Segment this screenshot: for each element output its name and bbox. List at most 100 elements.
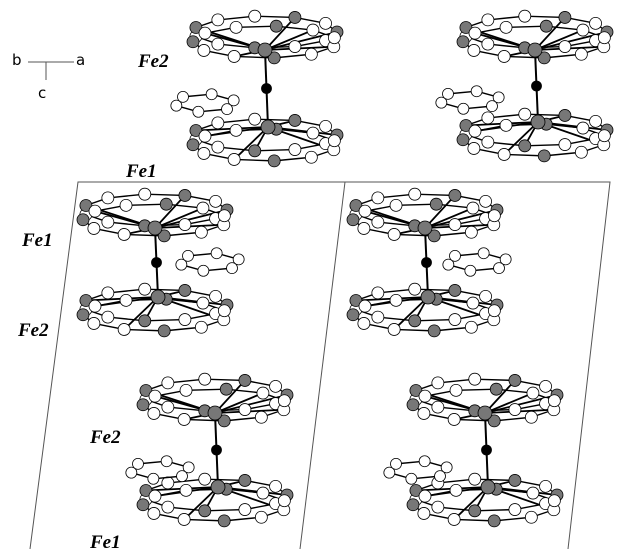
- atom: [328, 135, 340, 147]
- atom: [372, 311, 384, 323]
- atom: [212, 141, 224, 153]
- atom: [261, 120, 275, 134]
- atom: [432, 401, 444, 413]
- molecules: [77, 10, 613, 527]
- atom: [540, 380, 552, 392]
- atom: [137, 399, 149, 411]
- atom: [372, 216, 384, 228]
- atom: [358, 222, 370, 234]
- atom: [390, 294, 402, 306]
- atom: [590, 17, 602, 29]
- atom: [465, 226, 477, 238]
- atom: [540, 480, 552, 492]
- atom: [198, 44, 210, 56]
- atom: [419, 456, 430, 467]
- atom: [559, 11, 571, 23]
- atom: [187, 139, 199, 151]
- atom: [494, 263, 505, 274]
- atom-label: Fe1: [125, 161, 157, 182]
- atom: [527, 487, 539, 499]
- atom: [102, 216, 114, 228]
- atom: [222, 104, 233, 115]
- atom: [390, 458, 401, 469]
- atom: [559, 41, 571, 53]
- atom: [255, 511, 267, 523]
- atom: [469, 373, 481, 385]
- atom: [178, 413, 190, 425]
- atom: [197, 297, 209, 309]
- atom: [148, 507, 160, 519]
- atom: [257, 387, 269, 399]
- atom: [307, 127, 319, 139]
- atom: [449, 250, 460, 261]
- atom: [548, 495, 560, 507]
- atom: [137, 499, 149, 511]
- atom: [249, 145, 261, 157]
- atom: [249, 113, 261, 125]
- atom: [270, 380, 282, 392]
- atom: [469, 125, 481, 137]
- axis-indicator: [28, 62, 74, 80]
- atom: [430, 198, 442, 210]
- atom: [180, 484, 192, 496]
- atom: [118, 323, 130, 335]
- atom: [195, 321, 207, 333]
- atom: [468, 142, 480, 154]
- atom: [482, 112, 494, 124]
- atom: [320, 17, 332, 29]
- atom: [590, 115, 602, 127]
- atom: [577, 24, 589, 36]
- atom: [471, 86, 482, 97]
- atom: [199, 505, 211, 517]
- atom: [77, 214, 89, 226]
- atom: [575, 146, 587, 158]
- atom: [307, 24, 319, 36]
- atom-label: Fe2: [137, 51, 169, 72]
- atom: [278, 395, 290, 407]
- atom: [419, 490, 431, 502]
- atom: [180, 384, 192, 396]
- atom: [212, 38, 224, 50]
- atom: [540, 20, 552, 32]
- atom: [469, 505, 481, 517]
- atom: [258, 43, 272, 57]
- atom: [482, 445, 492, 455]
- atom: [500, 119, 512, 131]
- atom: [211, 480, 225, 494]
- atom: [305, 151, 317, 163]
- atom: [270, 20, 282, 32]
- atom: [488, 210, 500, 222]
- atom: [198, 265, 209, 276]
- atom: [239, 504, 251, 516]
- atom: [407, 499, 419, 511]
- atom: [482, 136, 494, 148]
- atom: [418, 221, 432, 235]
- atom: [598, 130, 610, 142]
- atom: [498, 148, 510, 160]
- atom: [598, 32, 610, 44]
- atom: [500, 21, 512, 33]
- atom: [509, 374, 521, 386]
- atom: [212, 445, 222, 455]
- atom: [527, 387, 539, 399]
- atom: [148, 407, 160, 419]
- atom: [388, 323, 400, 335]
- atom: [268, 155, 280, 167]
- atom: [132, 458, 143, 469]
- atom: [199, 373, 211, 385]
- atom: [421, 290, 435, 304]
- atom: [457, 134, 469, 146]
- atom: [77, 309, 89, 321]
- atom: [347, 309, 359, 321]
- atom: [228, 153, 240, 165]
- atom: [187, 36, 199, 48]
- atom: [239, 374, 251, 386]
- axis-label: a: [76, 51, 85, 69]
- atom: [139, 315, 151, 327]
- atom: [220, 383, 232, 395]
- atom: [457, 36, 469, 48]
- atom: [458, 103, 469, 114]
- atom: [162, 401, 174, 413]
- atom: [449, 219, 461, 231]
- atom: [449, 189, 461, 201]
